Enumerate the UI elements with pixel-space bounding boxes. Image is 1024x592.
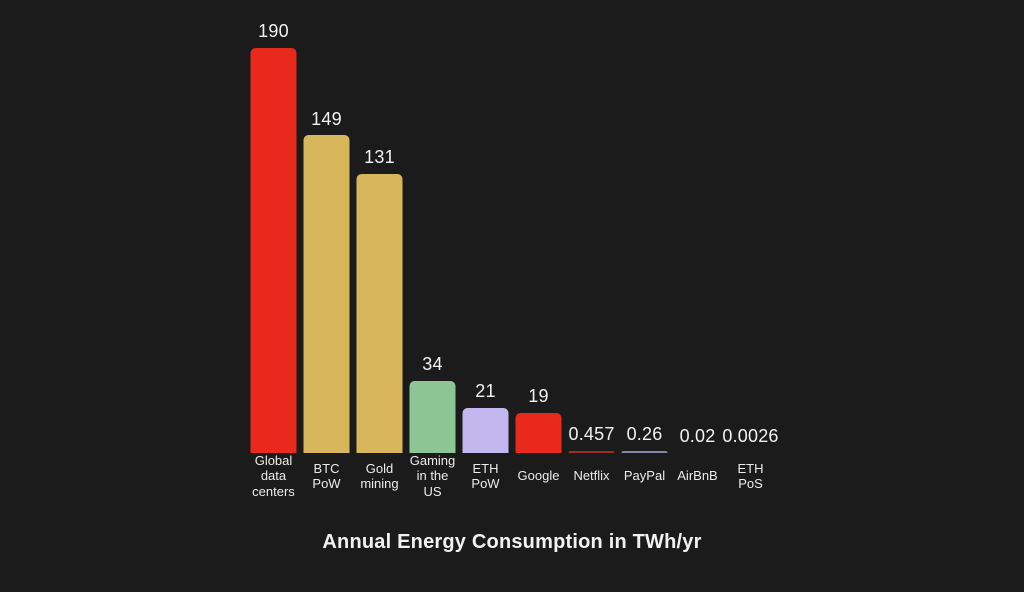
bar-group-7: 0.26 PayPal <box>621 20 668 499</box>
bar-value-label: 0.26 <box>626 424 663 445</box>
bar <box>568 451 615 453</box>
bar <box>356 173 403 453</box>
bar-group-9: 0.0026 ETH PoS <box>722 20 778 499</box>
bar-group-8: 0.02 AirBnB <box>675 20 721 499</box>
bar-value-label: 131 <box>364 146 395 167</box>
bar-group-6: 0.457 Netflix <box>568 20 615 499</box>
category-label-slot: ETH PoS <box>721 453 781 499</box>
category-label-slot: Netflix <box>562 453 622 499</box>
category-label-slot: Gold mining <box>350 453 410 499</box>
bar-group-1: 149 BTC PoW <box>303 20 350 499</box>
bar <box>409 380 456 453</box>
bar-group-5: 19 Google <box>515 20 562 499</box>
category-label: Google <box>517 468 560 484</box>
bar-value-label: 149 <box>311 108 342 129</box>
category-label: Gold mining <box>360 460 399 491</box>
category-label-slot: Google <box>509 453 569 499</box>
category-label-slot: Global data centers <box>244 453 304 499</box>
bar-value-label: 19 <box>528 385 549 406</box>
bar-value-label: 0.457 <box>568 424 615 445</box>
bar-group-4: 21 ETH PoW <box>462 20 509 499</box>
category-label: Global data centers <box>252 453 295 499</box>
bar <box>250 48 297 453</box>
bar <box>303 135 350 453</box>
bar-group-3: 34 Gaming in the US <box>409 20 456 499</box>
bar-value-label: 0.0026 <box>722 426 779 447</box>
category-label-slot: BTC PoW <box>297 453 357 499</box>
category-label: BTC PoW <box>312 460 341 491</box>
bar-group-2: 131 Gold mining <box>356 20 403 499</box>
bar-row: 190 Global data centers 149 BTC PoW 131 Gold … <box>250 20 778 499</box>
bar-value-label: 190 <box>258 21 289 42</box>
category-label: Gaming in the US <box>409 453 456 499</box>
category-label: PayPal <box>623 468 666 484</box>
category-label-slot: AirBnB <box>668 453 728 499</box>
bar-value-label: 21 <box>475 381 496 402</box>
category-label-slot: PayPal <box>615 453 675 499</box>
bar-group-0: 190 Global data centers <box>250 20 297 499</box>
category-label: Netflix <box>573 468 610 484</box>
bar <box>621 451 668 453</box>
bar <box>462 408 509 453</box>
category-label: AirBnB <box>677 468 718 484</box>
category-label-slot: ETH PoW <box>456 453 516 499</box>
category-label-slot: Gaming in the US <box>403 453 463 499</box>
category-label: ETH PoS <box>737 460 764 491</box>
bar <box>515 412 562 453</box>
category-label: ETH PoW <box>471 460 500 491</box>
bar-value-label: 34 <box>422 353 443 374</box>
bar-value-label: 0.02 <box>679 426 716 447</box>
chart-title: Annual Energy Consumption in TWh/yr <box>322 531 702 553</box>
